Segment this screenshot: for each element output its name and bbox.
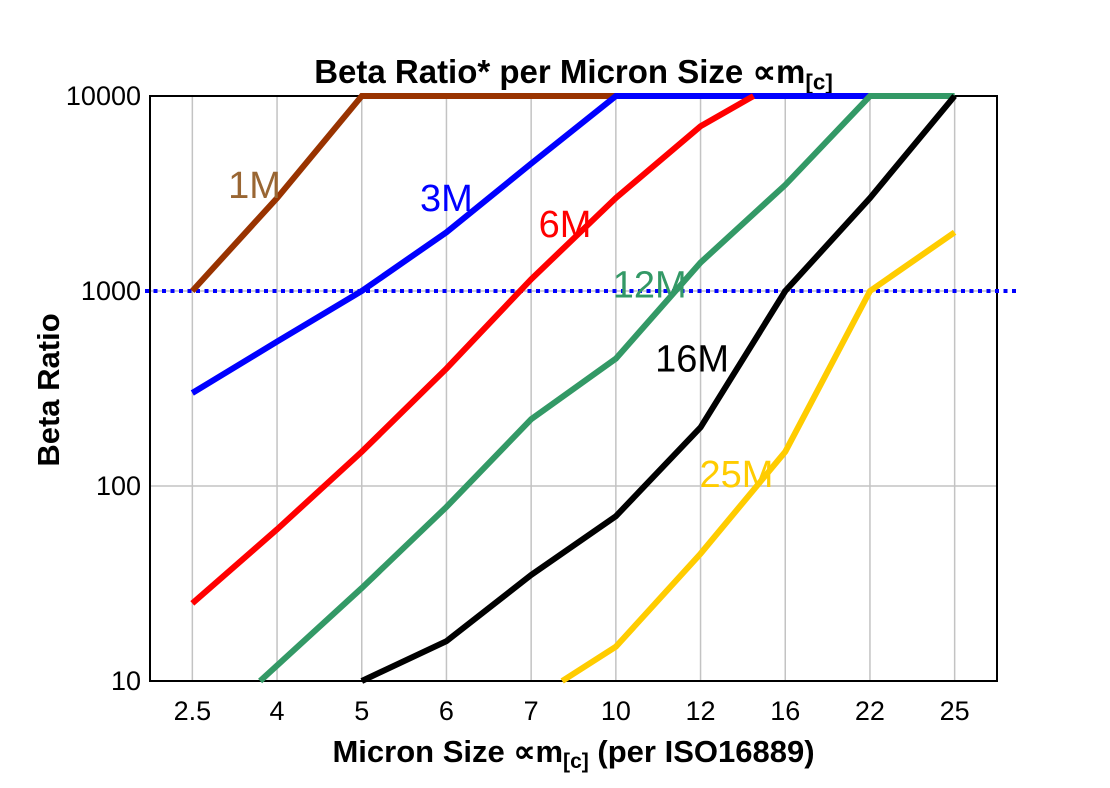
x-tick-label-12: 12: [685, 696, 716, 726]
series-label-1m: 1M: [228, 165, 281, 207]
series-line-12m: [258, 93, 955, 684]
x-axis-title-suffix: (per ISO16889): [588, 734, 815, 769]
chart-title-subscript: [c]: [805, 69, 833, 95]
x-tick-label-2.5: 2.5: [173, 696, 212, 726]
x-tick-label-10: 10: [600, 696, 631, 726]
series-line-3m: [190, 93, 870, 396]
x-tick-label-5: 5: [354, 696, 370, 726]
chart-title-text: Beta Ratio* per Micron Size ∝m: [314, 53, 806, 90]
series-label-12m: 12M: [613, 265, 687, 307]
x-tick-label-4: 4: [269, 696, 285, 726]
series-line-1m: [190, 93, 616, 294]
x-tick-label-22: 22: [854, 696, 885, 726]
y-tick-label-100: 100: [95, 471, 141, 501]
x-tick-label-6: 6: [438, 696, 454, 726]
series-line-6m: [190, 93, 755, 606]
y-tick-label-10000: 10000: [65, 81, 141, 111]
series-line-16m: [360, 94, 957, 684]
x-tick-label-16: 16: [770, 696, 801, 726]
x-axis-title-subscript: [c]: [563, 749, 589, 773]
series-label-16m: 16M: [655, 339, 729, 381]
x-tick-label-7: 7: [523, 696, 539, 726]
y-tick-label-1000: 1000: [80, 276, 141, 306]
series-line-25m: [560, 229, 957, 684]
series-label-6m: 6M: [539, 204, 592, 246]
x-tick-label-25: 25: [939, 696, 970, 726]
series-label-25m: 25M: [700, 454, 774, 496]
y-tick-label-10: 10: [110, 666, 141, 696]
series-label-3m: 3M: [420, 178, 473, 220]
x-axis-title: Micron Size ∝m[c] (per ISO16889): [150, 734, 997, 774]
chart-title: Beta Ratio* per Micron Size ∝m[c]: [150, 52, 997, 95]
x-axis-title-text: Micron Size ∝m: [332, 734, 564, 769]
